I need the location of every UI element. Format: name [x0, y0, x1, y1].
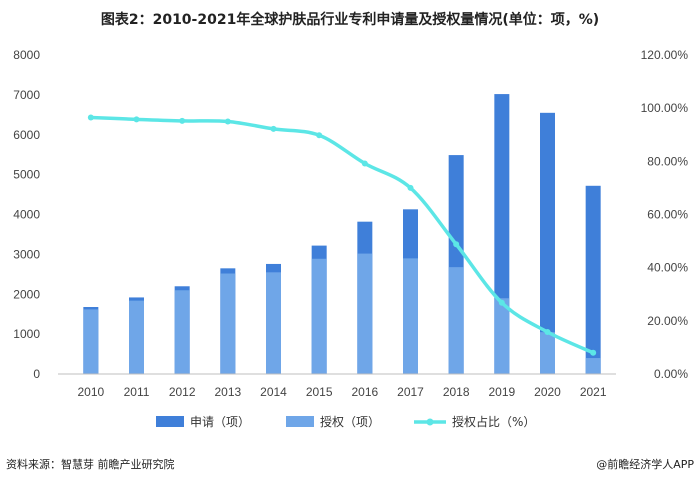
legend-swatch-grants [286, 416, 314, 427]
ratio-point-2018 [453, 241, 460, 248]
brand-credit: @前瞻经济学人APP [596, 458, 694, 471]
grants-bar-2012 [174, 290, 190, 374]
right-axis-tick: 120.00% [641, 48, 689, 62]
x-axis-tick: 2016 [351, 385, 378, 399]
left-axis-tick: 5000 [13, 168, 40, 182]
right-axis-tick: 60.00% [647, 208, 688, 222]
x-axis-tick: 2010 [77, 385, 104, 399]
grants-bar-2020 [540, 332, 555, 374]
ratio-line-series [87, 114, 597, 356]
ratio-point-2019 [498, 299, 505, 306]
grants-bar-2018 [448, 267, 464, 374]
x-axis-tick: 2013 [214, 385, 241, 399]
left-axis-tick: 8000 [13, 48, 40, 62]
right-axis-tick: 20.00% [647, 314, 688, 328]
legend: 申请（项） 授权（项） 授权占比（%） [156, 414, 535, 429]
right-axis-ticks: 0.00% 20.00% 40.00% 60.00% 80.00% 100.00% 120.… [641, 48, 689, 381]
source-note: 资料来源：智慧芽 前瞻产业研究院 [6, 458, 175, 471]
ratio-point-2012 [179, 117, 186, 124]
ratio-point-2013 [224, 118, 231, 125]
legend-label-grants: 授权（项） [320, 414, 380, 429]
left-axis-tick: 3000 [13, 247, 40, 261]
ratio-point-2017 [407, 184, 414, 191]
ratio-point-2011 [133, 116, 140, 123]
legend-swatch-applications [156, 416, 184, 427]
grants-bars [83, 253, 601, 374]
left-axis-tick: 4000 [13, 208, 40, 222]
applications-bar-2021 [585, 185, 601, 374]
x-axis-tick: 2014 [260, 385, 287, 399]
grants-bar-2011 [129, 300, 144, 374]
applications-bar-2020 [540, 112, 555, 374]
x-axis-tick: 2021 [580, 385, 607, 399]
legend-label-applications: 申请（项） [190, 415, 250, 429]
x-axis-tick: 2015 [306, 385, 333, 399]
left-axis-tick: 1000 [13, 327, 40, 341]
left-axis-tick: 6000 [13, 128, 40, 142]
left-axis-tick: 2000 [13, 287, 40, 301]
left-axis-ticks: 0 1000 2000 3000 4000 5000 6000 7000 8000 [13, 48, 40, 381]
grants-bar-2014 [266, 272, 281, 374]
ratio-point-2021 [590, 349, 597, 356]
right-axis-tick: 40.00% [647, 261, 688, 275]
grants-bar-2010 [83, 309, 99, 374]
right-axis-tick: 100.00% [641, 101, 689, 115]
x-axis-tick: 2011 [124, 385, 150, 399]
left-axis-tick: 0 [33, 367, 40, 381]
grants-bar-2016 [357, 253, 373, 374]
x-axis-tick: 2019 [488, 385, 515, 399]
legend-label-ratio: 授权占比（%） [452, 414, 535, 429]
ratio-line [90, 115, 594, 355]
grants-bar-2013 [220, 273, 236, 374]
ratio-point-2020 [544, 328, 551, 335]
x-axis-tick: 2017 [397, 385, 424, 399]
ratio-point-2014 [270, 125, 277, 132]
right-axis-tick: 80.00% [647, 154, 688, 168]
chart-title: 图表2：2010-2021年全球护肤品行业专利申请量及授权量情况(单位：项，%) [100, 12, 600, 28]
x-axis-ticks: 2010 2011 2012 2013 2014 2015 2016 2017 2018 2019… [58, 373, 616, 399]
ratio-point-2010 [87, 114, 94, 121]
x-axis-tick: 2020 [534, 385, 561, 399]
grants-bar-2019 [494, 298, 510, 374]
left-axis-tick: 7000 [13, 88, 40, 102]
grants-bar-2021 [585, 358, 601, 374]
ratio-point-2015 [316, 132, 323, 139]
ratio-point-2016 [361, 160, 368, 167]
x-axis-tick: 2018 [443, 385, 470, 399]
grants-bar-2017 [403, 258, 418, 374]
applications-bars [83, 94, 601, 374]
legend-marker-ratio [426, 418, 434, 426]
grants-bar-2015 [311, 258, 327, 374]
x-axis-tick: 2012 [169, 385, 196, 399]
right-axis-tick: 0.00% [654, 367, 688, 381]
